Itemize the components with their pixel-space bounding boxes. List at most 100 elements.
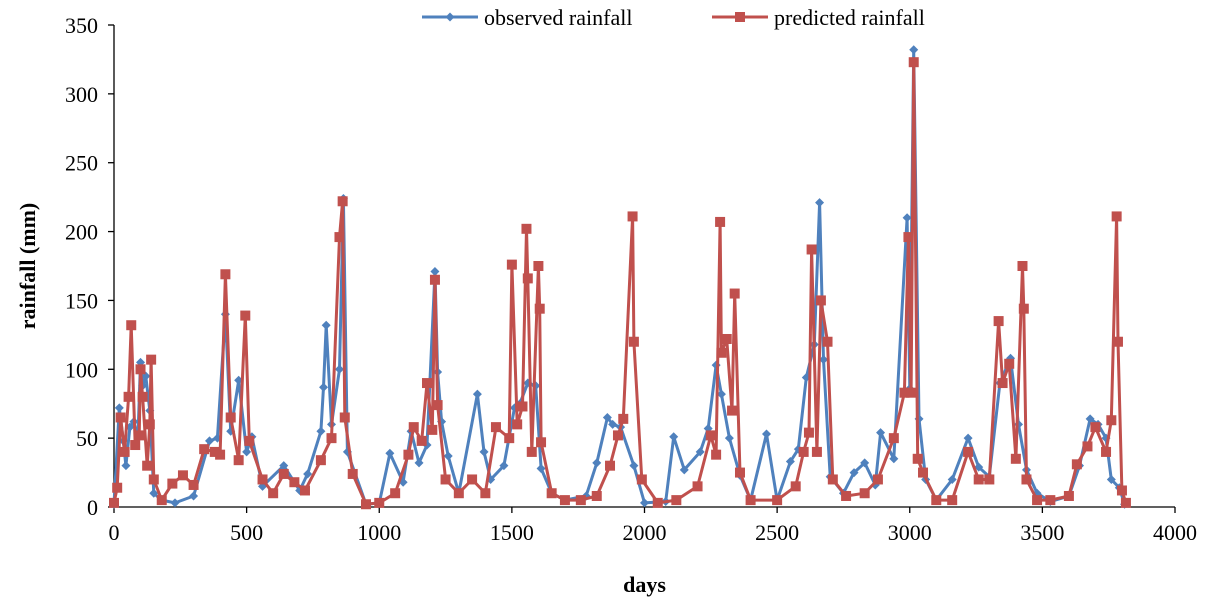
data-point [337,196,348,207]
data-point [628,336,639,347]
data-point [521,223,532,234]
data-point [636,474,647,485]
data-point [225,412,236,423]
data-point [156,495,167,506]
data-point [931,495,942,506]
y-tick-label: 300 [65,82,98,107]
data-point [671,495,682,506]
data-point [149,488,159,498]
data-point [849,468,859,478]
data-point [602,412,612,422]
data-point [815,295,826,306]
data-point [119,446,130,457]
data-point [1082,441,1093,452]
data-point [906,387,917,398]
data-point [715,216,726,227]
y-tick-label: 350 [65,13,98,38]
data-point [220,269,231,280]
data-point [947,474,957,484]
data-point [134,430,145,441]
data-point [334,232,345,243]
data-point [534,303,545,314]
data-point [443,451,453,461]
data-point [785,457,795,467]
data-point [499,461,509,471]
data-point [1090,422,1101,433]
data-point [629,461,639,471]
data-point [591,490,602,501]
data-point [414,458,424,468]
data-point [244,435,255,446]
x-tick-label: 1000 [357,520,401,545]
data-point [1112,336,1123,347]
data-point [1101,446,1112,457]
data-point [627,211,638,222]
data-point [526,446,537,457]
data-point [1071,459,1082,470]
data-point [339,412,350,423]
data-point [963,446,974,457]
data-point [144,419,155,430]
series-layer [109,45,1131,510]
data-point [242,447,252,457]
data-point [522,273,533,284]
data-point [303,469,313,479]
x-tick-label: 2000 [623,520,667,545]
data-point [909,45,919,55]
data-point [432,400,443,411]
data-point [472,389,482,399]
data-point [233,455,244,466]
axes: 0 500 1000 1500 2000 2500 3000 3500 4000 0 50 100 15… [65,13,1197,545]
data-point [445,12,455,22]
data-point [1017,261,1028,271]
data-point [188,479,199,490]
data-point [902,213,912,223]
data-point [517,401,528,412]
data-point [1063,490,1074,501]
data-point [385,448,395,458]
data-point [918,467,929,478]
data-point [721,333,732,344]
data-point [479,447,489,457]
data-point [440,474,451,485]
data-point [427,424,438,435]
data-point [536,437,547,448]
data-point [605,460,616,471]
data-point [888,433,899,444]
data-point [316,426,326,436]
data-point [146,354,157,365]
data-point [177,470,188,481]
data-point [533,261,544,271]
data-point [490,422,501,433]
data-point [204,436,214,446]
data-point [899,387,910,398]
data-point [278,468,289,479]
data-point [480,488,491,499]
data-point [711,449,722,460]
data-point [121,461,131,471]
data-point [137,391,148,402]
data-point [993,316,1004,327]
data-point [876,428,886,438]
data-point [729,288,740,299]
data-point [640,498,649,508]
data-point [735,12,745,22]
x-tick-label: 1500 [490,520,534,545]
data-point [695,447,705,457]
data-point [215,449,226,460]
data-point [815,198,825,208]
y-tick-label: 200 [65,220,98,245]
data-point [536,463,546,473]
y-tick-label: 250 [65,151,98,176]
data-point [1111,211,1122,222]
data-point [997,378,1008,389]
data-point [745,495,756,506]
data-point [167,478,178,489]
data-point [984,474,995,485]
data-point [612,430,623,441]
data-point [1106,415,1117,426]
data-point [326,433,337,444]
data-point [109,497,119,508]
data-point [724,433,734,443]
